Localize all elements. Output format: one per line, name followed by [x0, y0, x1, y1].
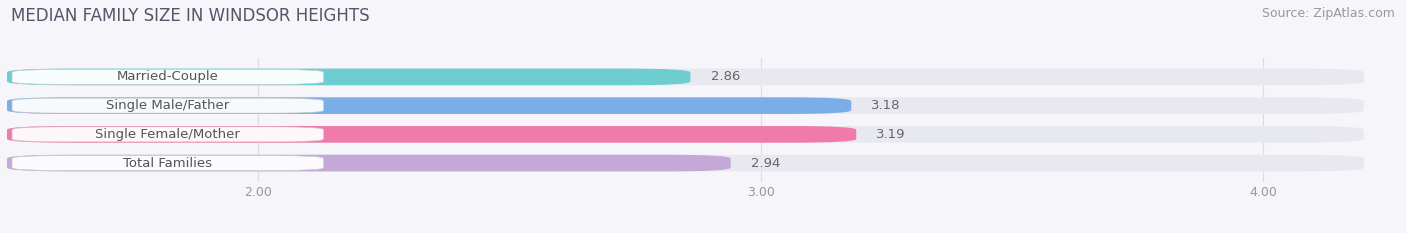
- FancyBboxPatch shape: [7, 155, 1364, 171]
- Text: Single Female/Mother: Single Female/Mother: [96, 128, 240, 141]
- Text: MEDIAN FAMILY SIZE IN WINDSOR HEIGHTS: MEDIAN FAMILY SIZE IN WINDSOR HEIGHTS: [11, 7, 370, 25]
- FancyBboxPatch shape: [7, 69, 1364, 85]
- Text: 3.19: 3.19: [876, 128, 905, 141]
- FancyBboxPatch shape: [7, 126, 1364, 143]
- FancyBboxPatch shape: [13, 127, 323, 142]
- FancyBboxPatch shape: [7, 69, 690, 85]
- Text: 3.18: 3.18: [872, 99, 901, 112]
- FancyBboxPatch shape: [13, 156, 323, 171]
- Text: 2.86: 2.86: [710, 70, 740, 83]
- FancyBboxPatch shape: [13, 69, 323, 84]
- Text: Married-Couple: Married-Couple: [117, 70, 219, 83]
- FancyBboxPatch shape: [13, 98, 323, 113]
- FancyBboxPatch shape: [7, 97, 851, 114]
- Text: Single Male/Father: Single Male/Father: [107, 99, 229, 112]
- FancyBboxPatch shape: [7, 126, 856, 143]
- Text: Source: ZipAtlas.com: Source: ZipAtlas.com: [1261, 7, 1395, 20]
- Text: 2.94: 2.94: [751, 157, 780, 170]
- FancyBboxPatch shape: [7, 97, 1364, 114]
- Text: Total Families: Total Families: [124, 157, 212, 170]
- FancyBboxPatch shape: [7, 155, 731, 171]
